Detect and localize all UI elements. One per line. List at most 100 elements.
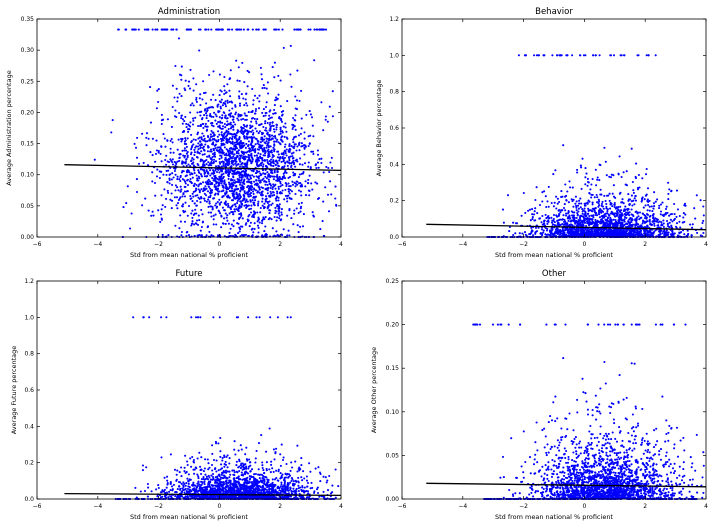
data-point (267, 205, 270, 208)
data-point (173, 96, 176, 99)
data-point (256, 156, 259, 159)
data-point (232, 155, 235, 158)
data-point (594, 54, 597, 57)
data-point (190, 224, 193, 227)
data-point (237, 152, 240, 155)
data-point (220, 168, 223, 171)
data-point (191, 173, 194, 176)
data-point (264, 120, 267, 123)
data-point (266, 183, 269, 186)
data-point (300, 194, 303, 197)
data-point (579, 54, 582, 57)
data-point (218, 100, 221, 103)
data-point (206, 150, 209, 153)
data-point (180, 230, 183, 234)
data-point (175, 87, 178, 90)
data-point (219, 120, 222, 123)
data-point (273, 61, 276, 64)
data-point (636, 54, 639, 57)
data-point (564, 183, 567, 186)
data-point (196, 223, 200, 226)
data-point (621, 223, 624, 226)
data-point (630, 217, 633, 220)
data-point (261, 200, 264, 203)
data-point (216, 105, 219, 108)
data-point (245, 136, 248, 139)
data-point (671, 230, 674, 233)
data-point (658, 220, 661, 223)
data-point (197, 188, 200, 191)
data-point (183, 195, 186, 198)
data-point (277, 199, 280, 202)
data-point (263, 152, 267, 155)
data-point (578, 199, 581, 202)
data-point (294, 119, 297, 122)
data-point (181, 131, 184, 134)
data-point (514, 232, 517, 235)
data-point (190, 162, 194, 165)
data-point (170, 207, 173, 210)
data-point (578, 202, 581, 205)
data-point (273, 28, 276, 31)
data-point (618, 155, 621, 158)
data-point (209, 148, 213, 151)
data-point (170, 178, 173, 181)
data-point (246, 104, 249, 107)
data-point (257, 231, 260, 234)
data-point (628, 214, 631, 217)
data-point (279, 132, 282, 135)
data-point (234, 205, 237, 208)
data-point (269, 186, 272, 190)
data-point (253, 154, 256, 157)
data-point (223, 217, 226, 220)
data-point (591, 214, 594, 217)
data-point (331, 90, 334, 93)
data-point (145, 144, 148, 147)
data-point (574, 202, 577, 205)
data-point (164, 145, 167, 148)
data-point (307, 165, 310, 168)
data-point (166, 28, 169, 31)
data-point (653, 230, 656, 234)
data-point (289, 155, 292, 158)
data-point (218, 176, 222, 179)
data-point (196, 133, 199, 136)
data-point (289, 185, 292, 188)
data-point (282, 125, 285, 128)
data-point (294, 143, 297, 146)
data-point (308, 110, 311, 113)
data-point (201, 132, 204, 135)
data-point (565, 212, 568, 215)
data-point (551, 228, 554, 231)
data-point (183, 190, 187, 193)
data-point (207, 164, 210, 167)
data-point (243, 135, 246, 138)
data-point (235, 164, 238, 167)
data-point (292, 151, 295, 154)
chart-title: Administration (158, 7, 220, 17)
data-point (250, 188, 253, 191)
data-point (272, 112, 275, 115)
data-point (628, 202, 631, 206)
data-point (164, 205, 167, 208)
data-point (253, 227, 256, 231)
data-point (684, 213, 687, 216)
data-point (214, 147, 217, 150)
data-point (223, 111, 226, 115)
data-point (631, 225, 634, 228)
data-point (262, 165, 265, 168)
data-point (263, 180, 266, 183)
data-point (192, 117, 195, 120)
data-point (247, 234, 250, 238)
data-point (263, 205, 266, 209)
data-point (229, 114, 232, 117)
data-point (192, 213, 195, 216)
data-point (309, 134, 312, 137)
data-point (266, 200, 269, 203)
data-point (175, 204, 178, 207)
data-point (246, 85, 249, 88)
data-point (620, 231, 623, 234)
data-point (205, 163, 208, 166)
data-point (187, 163, 190, 166)
data-point (675, 215, 678, 218)
